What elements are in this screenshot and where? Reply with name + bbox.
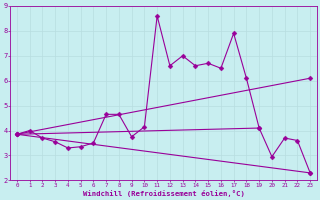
X-axis label: Windchill (Refroidissement éolien,°C): Windchill (Refroidissement éolien,°C) — [83, 190, 244, 197]
